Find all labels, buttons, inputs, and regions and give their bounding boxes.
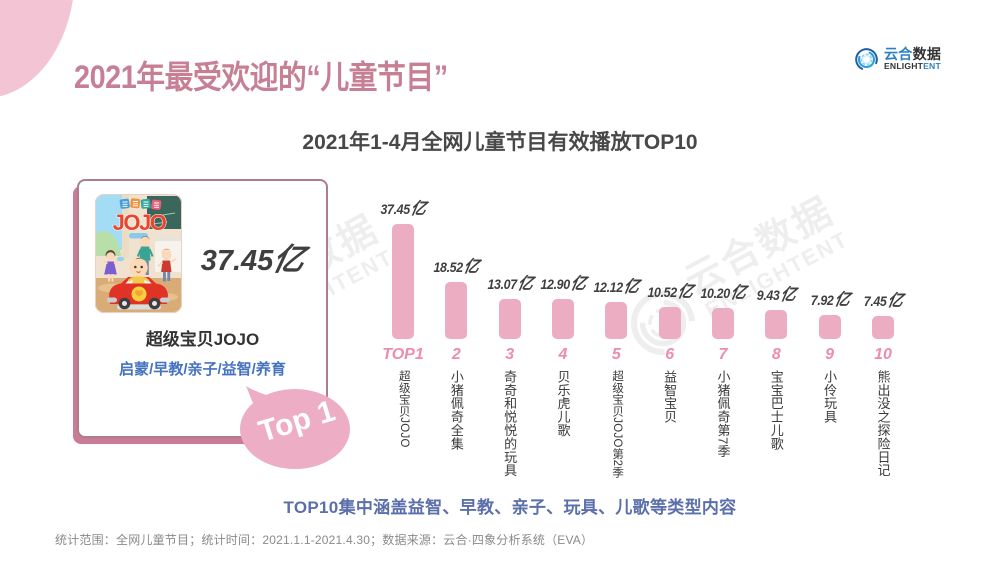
bar-rank-label: 10: [874, 346, 892, 363]
bar-category-label: 贝乐虎儿歌: [555, 370, 571, 437]
top1-badge: Top 1: [236, 383, 354, 471]
bar-rank-label: 8: [771, 346, 781, 363]
logo-cn-dark: 数据: [912, 46, 942, 63]
top1-value-unit: 亿: [269, 242, 309, 277]
logo-cn-blue: 云合: [884, 46, 913, 63]
bar-value-label: 13.07亿: [487, 274, 534, 293]
poster-baby-jojo: [127, 257, 150, 284]
brand-logo: 云合数据 ENLIGHTENT: [854, 47, 941, 72]
bar-category-label: 小猪佩奇第7季: [715, 370, 731, 459]
bar-category-label: 宝宝巴士儿歌: [768, 370, 784, 451]
poster-title-tiles: [119, 198, 162, 210]
bar-category-label: 奇奇和悦悦的玩具: [502, 370, 518, 478]
logo-en-dark: ENLIGHT: [884, 61, 924, 72]
bar-rank-label: 6: [665, 346, 675, 363]
corner-decoration: [0, 0, 75, 98]
top1-value-number: 37.45: [200, 245, 274, 277]
bar-rank-label: 2: [451, 346, 461, 363]
bar-category-label: 超级宝贝JOJO: [397, 370, 410, 448]
top1-tags: 启蒙/早教/亲子/益智/养育: [119, 361, 286, 378]
summary-text: TOP10集中涵盖益智、早教、亲子、玩具、儿歌等类型内容: [283, 498, 737, 517]
bar-rank-label: 9: [825, 346, 835, 363]
bar-rank-label: TOP1: [382, 346, 424, 363]
bar: [445, 282, 468, 339]
bar-rank-label: 5: [611, 346, 621, 363]
bar-value-label: 37.45亿: [380, 199, 428, 218]
top1-name: 超级宝贝JOJO: [145, 330, 260, 349]
bar: [658, 306, 681, 339]
poster-boy-figure: [157, 248, 177, 282]
chart-title: 2021年1-4月全网儿童节目有效播放TOP10: [302, 131, 698, 154]
logo-en-blue: ENT: [923, 61, 941, 72]
bar-value-label: 9.43亿: [757, 286, 798, 305]
bar-category-label: 小伶玩具: [822, 370, 838, 424]
bar-rank-label: 3: [505, 346, 515, 363]
bar: [605, 301, 628, 339]
bar-value-label: 12.90亿: [540, 275, 588, 294]
top1-poster: JOJO: [95, 194, 182, 313]
brand-logo-cn: 云合数据: [884, 47, 941, 62]
bar-category-label: 熊出没之探险日记: [875, 370, 891, 478]
bar-category-label: 小猪佩奇全集: [448, 370, 464, 451]
bar-category-label: 超级宝贝JOJO第2季: [611, 370, 624, 479]
bar-rank-label: 4: [558, 346, 568, 363]
bar-category-label: 益智宝贝: [662, 370, 678, 424]
bar: [498, 298, 521, 339]
bar-value-label: 12.12亿: [593, 277, 641, 296]
brand-logo-swirl-icon: [855, 48, 878, 71]
page-title: 2021年最受欢迎的“儿童节目”: [74, 59, 448, 95]
bar: [711, 307, 734, 339]
top1-value: 37.45亿: [192, 234, 314, 279]
footnote-text: 统计范围：全网儿童节目；统计时间：2021.1.1-2021.4.30；数据来源…: [55, 533, 594, 547]
bar: [765, 310, 788, 339]
bar: [551, 299, 574, 339]
poster-girl-figure: [102, 250, 125, 282]
bar: [871, 316, 894, 339]
brand-logo-en: ENLIGHTENT: [884, 62, 941, 72]
bar-value-label: 10.20亿: [700, 283, 748, 302]
bar-rank-label: 7: [718, 346, 728, 363]
top1-badge-bubble: [240, 386, 350, 469]
brand-logo-text: 云合数据 ENLIGHTENT: [884, 47, 941, 72]
bar-value-label: 7.92亿: [810, 290, 851, 309]
bar-value-label: 7.45亿: [863, 292, 904, 311]
bar-value-label: 18.52亿: [433, 258, 481, 277]
poster-title-text: JOJO: [113, 210, 167, 235]
bar-value-label: 10.52亿: [647, 282, 694, 301]
bar: [392, 223, 414, 339]
poster-red-car: [107, 277, 170, 310]
bar: [818, 314, 841, 339]
